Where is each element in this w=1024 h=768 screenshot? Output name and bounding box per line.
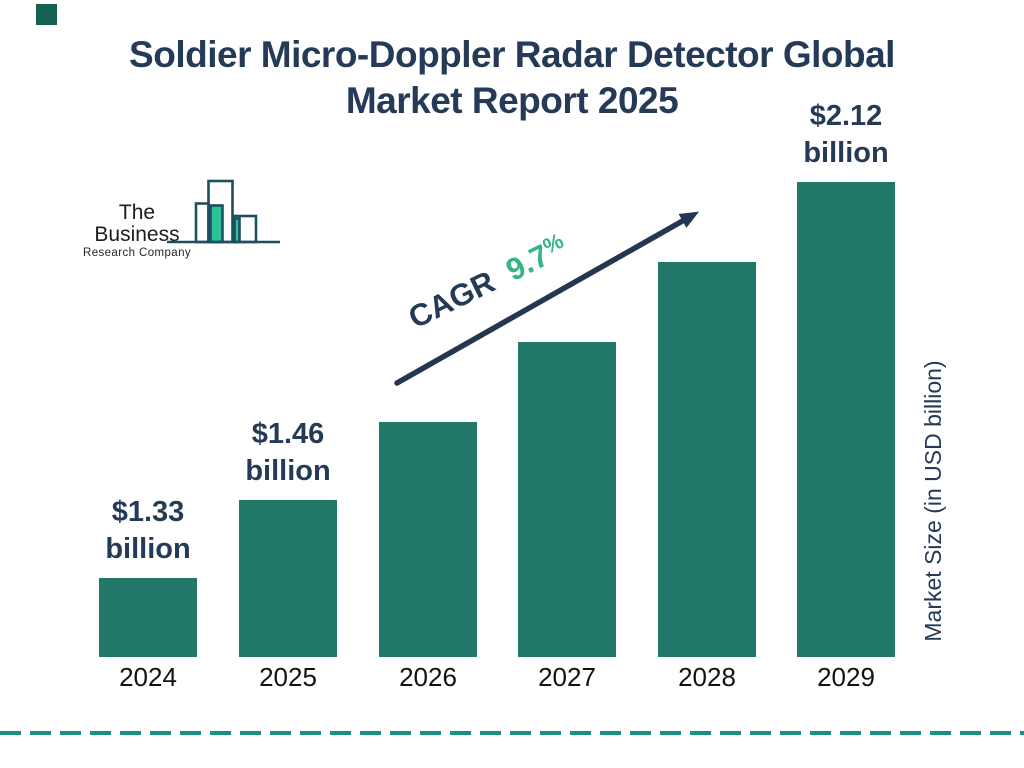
corner-mark [36, 4, 57, 25]
x-tick-label-2025: 2025 [259, 662, 317, 692]
company-logo-text: The Business Research Company [76, 201, 198, 260]
bar-2024 [99, 578, 197, 657]
company-logo-subname: Research Company [82, 247, 192, 259]
x-tick-label-2029: 2029 [817, 662, 875, 692]
company-logo: The Business Research Company [76, 179, 286, 259]
x-tick-label-2024: 2024 [119, 662, 177, 692]
page-title: Soldier Micro-Doppler Radar Detector Glo… [0, 32, 1024, 124]
bar-chart-skyline-icon [167, 179, 280, 244]
bar-2027 [518, 342, 616, 657]
company-logo-name: The Business [94, 201, 180, 246]
bottom-dashed-divider [0, 731, 1024, 735]
bar-2025 [239, 500, 337, 657]
x-tick-label-2026: 2026 [399, 662, 457, 692]
bar-value-label-2029: $2.12 billion [803, 100, 889, 169]
x-tick-label-2028: 2028 [678, 662, 736, 692]
bar-2029 [797, 182, 895, 657]
page-title-line1: Soldier Micro-Doppler Radar Detector Glo… [129, 34, 895, 75]
y-axis-label: Market Size (in USD billion) [920, 360, 946, 642]
bar-2026 [379, 422, 477, 657]
x-tick-label-2027: 2027 [538, 662, 596, 692]
bar-value-label-2024: $1.33 billion [105, 496, 191, 565]
page-title-line2: Market Report 2025 [345, 80, 679, 121]
bar-value-label-2025: $1.46 billion [245, 418, 331, 487]
bar-2028 [658, 262, 756, 657]
